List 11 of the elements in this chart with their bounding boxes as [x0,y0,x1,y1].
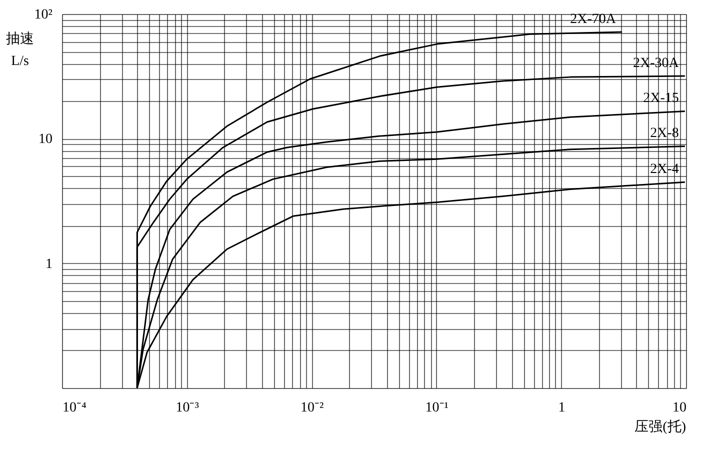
y-axis-title: 抽速 L/s [6,31,34,69]
y-tick-label: 10² [34,8,52,22]
x-axis-title: 压强(托) [634,419,686,435]
x-tick-label: 1 [558,400,566,416]
x-tick-label: 10 [672,400,686,416]
x-tick-label: 10⁻¹ [425,400,448,416]
x-tick-label: 10⁻² [300,400,324,416]
y-tick-label: 1 [46,256,52,272]
x-tick-label: 10⁻³ [176,400,199,416]
y-tick-label: 10 [38,132,52,148]
x-tick-label: 10⁻⁴ [62,400,86,416]
